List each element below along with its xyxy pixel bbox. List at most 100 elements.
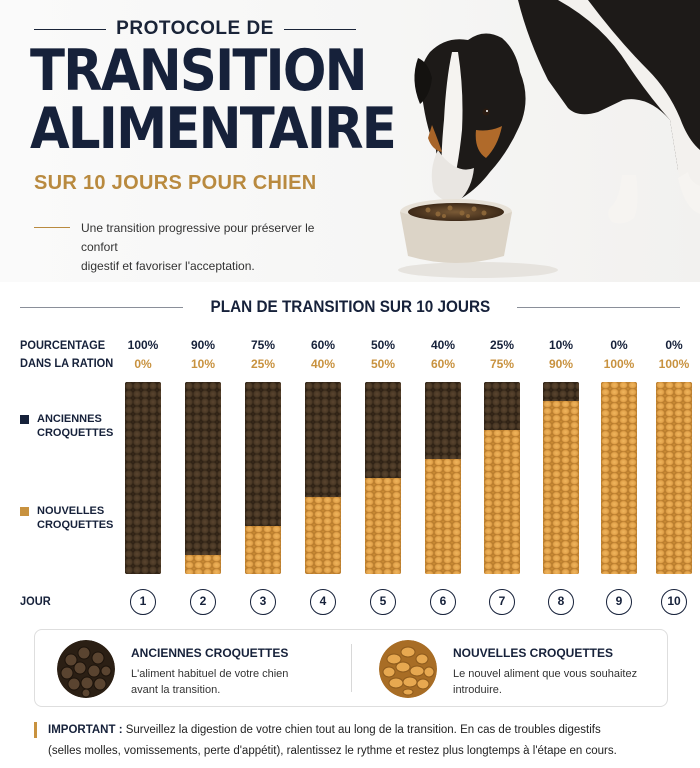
old-percentage-label: 40%	[430, 338, 456, 352]
subtitle: SUR 10 JOURS POUR CHIEN	[34, 172, 317, 194]
new-percentage-label: 40%	[310, 357, 336, 371]
transition-bar	[484, 382, 520, 574]
old-percentage-label: 25%	[489, 338, 515, 352]
old-kibble-segment	[484, 382, 520, 430]
percentage-row-label: POURCENTAGE DANS LA RATION	[20, 338, 113, 371]
supertitle: PROTOCOLE DE	[34, 18, 357, 40]
section-title-left-rule	[20, 306, 183, 308]
new-percentage-label: 100%	[658, 357, 690, 371]
day-number-circle: 4	[310, 589, 336, 615]
transition-bar	[543, 382, 579, 574]
transition-bar	[125, 382, 161, 574]
legend-new-label-line1: NOUVELLES	[37, 505, 105, 517]
legend-box: ANCIENNES CROQUETTES L'aliment habituel …	[34, 629, 668, 707]
transition-bar	[245, 382, 281, 574]
new-percentage-label: 0%	[134, 357, 152, 371]
day-number-circle: 6	[430, 589, 456, 615]
old-kibble-segment	[305, 382, 341, 498]
new-kibble-segment	[305, 497, 341, 574]
supertitle-left-rule	[34, 28, 107, 30]
legend-new-label-line2: CROQUETTES	[37, 519, 114, 531]
new-kibble-icon	[379, 640, 437, 698]
main-title-line2: ALIMENTAIRE	[30, 96, 397, 162]
percentage-row-label-line1: POURCENTAGE	[20, 338, 106, 352]
section-title-right-rule	[517, 306, 681, 308]
old-kibble-segment	[543, 382, 579, 402]
old-percentage-label: 0%	[665, 338, 683, 352]
new-kibble-segment	[543, 401, 579, 574]
important-note: IMPORTANT : Surveillez la digestion de v…	[48, 720, 688, 762]
day-number-circle: 3	[250, 589, 276, 615]
old-percentage-label: 75%	[250, 338, 276, 352]
legend-new-swatch	[20, 507, 29, 516]
new-percentage-label: 25%	[250, 357, 276, 371]
old-percentage-label: 60%	[310, 338, 336, 352]
day-number-circle: 9	[606, 589, 632, 615]
legend-old-kibble: ANCIENNES CROQUETTES	[20, 412, 113, 440]
legend-old-description-line2: avant la transition.	[131, 684, 221, 696]
legend-new-label: NOUVELLES CROQUETTES	[37, 504, 113, 532]
legend-new-description-line1: Le nouvel aliment que vous souhaitez	[453, 668, 638, 680]
new-kibble-segment	[245, 526, 281, 574]
day-number-circle: 7	[489, 589, 515, 615]
new-percentage-label: 100%	[603, 357, 635, 371]
section-title: PLAN DE TRANSITION SUR 10 JOURS	[20, 297, 681, 317]
new-kibble-segment	[425, 458, 461, 574]
day-number-circle: 5	[370, 589, 396, 615]
legend-new-description: Le nouvel aliment que vous souhaitez int…	[453, 666, 643, 698]
new-kibble-segment	[484, 430, 520, 574]
important-accent-bar	[34, 722, 37, 738]
transition-bar	[601, 382, 637, 574]
dog-eating-illustration	[398, 0, 700, 278]
transition-bar	[185, 382, 221, 574]
legend-new-title: NOUVELLES CROQUETTES	[453, 646, 614, 660]
important-label: IMPORTANT :	[48, 724, 123, 736]
legend-old-title: ANCIENNES CROQUETTES	[131, 646, 289, 660]
main-title-line1: TRANSITION	[30, 38, 368, 104]
transition-bar	[365, 382, 401, 574]
transition-bar	[656, 382, 692, 574]
old-percentage-label: 90%	[190, 338, 216, 352]
new-percentage-label: 50%	[370, 357, 396, 371]
day-number-circle: 2	[190, 589, 216, 615]
legend-old-label-line1: ANCIENNES	[37, 413, 102, 425]
tagline-line1: Une transition progressive pour préserve…	[81, 221, 315, 254]
tagline-rule	[34, 227, 70, 228]
important-text-line1: Surveillez la digestion de votre chien t…	[125, 724, 601, 736]
tagline: Une transition progressive pour préserve…	[81, 219, 351, 276]
legend-old-swatch	[20, 415, 29, 424]
old-kibble-segment	[245, 382, 281, 526]
new-percentage-label: 75%	[489, 357, 515, 371]
new-percentage-label: 60%	[430, 357, 456, 371]
percentage-row-label-line2: DANS LA RATION	[20, 356, 114, 370]
section-title-text: PLAN DE TRANSITION SUR 10 JOURS	[210, 297, 490, 316]
old-percentage-label: 50%	[370, 338, 396, 352]
day-row-label: JOUR	[20, 594, 51, 608]
old-percentage-label: 0%	[610, 338, 628, 352]
old-kibble-icon	[57, 640, 115, 698]
transition-bar	[425, 382, 461, 574]
day-number-circle: 10	[661, 589, 687, 615]
important-text-line2: (selles molles, vomissements, perte d'ap…	[48, 745, 617, 757]
legend-new-description-line2: introduire.	[453, 684, 502, 696]
new-percentage-label: 90%	[548, 357, 574, 371]
old-percentage-label: 10%	[548, 338, 574, 352]
new-kibble-segment	[656, 382, 692, 574]
supertitle-text: PROTOCOLE DE	[116, 18, 274, 39]
supertitle-right-rule	[283, 28, 357, 30]
new-kibble-segment	[365, 478, 401, 574]
legend-old-label: ANCIENNES CROQUETTES	[37, 412, 113, 440]
day-number-circle: 8	[548, 589, 574, 615]
main-title: TRANSITION ALIMENTAIRE	[30, 38, 397, 162]
day-number-circle: 1	[130, 589, 156, 615]
legend-old-description-line1: L'aliment habituel de votre chien	[131, 668, 289, 680]
new-kibble-segment	[185, 554, 221, 574]
legend-divider	[351, 644, 352, 692]
tagline-line2: digestif et favoriser l'acceptation.	[81, 259, 255, 273]
old-kibble-segment	[185, 382, 221, 555]
legend-old-description: L'aliment habituel de votre chien avant …	[131, 666, 301, 698]
new-percentage-label: 10%	[190, 357, 216, 371]
new-kibble-segment	[601, 382, 637, 574]
old-kibble-segment	[125, 382, 161, 574]
old-percentage-label: 100%	[127, 338, 159, 352]
